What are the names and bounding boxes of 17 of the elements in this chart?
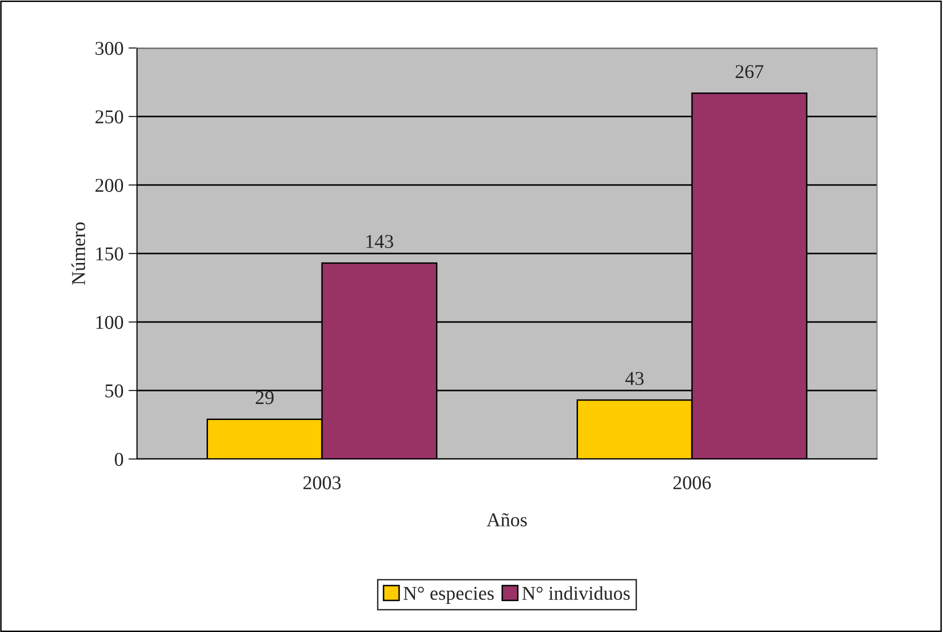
x-tick-label: 2003 — [303, 476, 341, 490]
y-axis-title: Número — [71, 222, 86, 285]
data-label: 267 — [736, 65, 764, 78]
y-tick-label: 300 — [96, 42, 124, 55]
legend-label: N° individuos — [522, 586, 630, 600]
y-tick-label: 100 — [96, 316, 124, 329]
data-label: 43 — [625, 372, 644, 386]
y-tick-label: 250 — [95, 110, 124, 124]
y-tick-label: 150 — [96, 247, 124, 260]
legend-label: N° especies — [404, 586, 494, 604]
y-tick-label: 0 — [114, 452, 124, 466]
x-tick-label: 2006 — [673, 476, 711, 490]
data-label: 143 — [366, 234, 394, 248]
y-tick-label: 200 — [95, 178, 124, 192]
data-label: 29 — [256, 391, 274, 404]
x-axis-title: Años — [486, 513, 527, 526]
y-tick-label: 50 — [105, 384, 124, 398]
